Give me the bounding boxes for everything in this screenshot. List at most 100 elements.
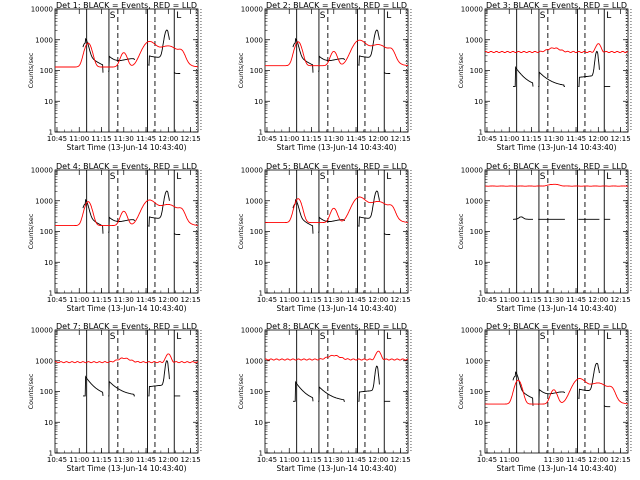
y-tick-label: 100	[250, 388, 263, 396]
x-tick-label: 10:45	[257, 135, 277, 143]
x-tick-label: 11:00	[279, 135, 299, 143]
y-tick-label: 100	[40, 388, 53, 396]
x-tick-label: 12:15	[610, 296, 630, 304]
marker-L: L	[176, 332, 181, 342]
x-tick-label: 11:15	[521, 135, 541, 143]
x-axis-label: Start Time (13-Jun-14 10:43:40)	[67, 143, 187, 152]
x-axis-label: Start Time (13-Jun-14 10:43:40)	[67, 304, 187, 313]
y-tick-label: 1	[479, 290, 483, 298]
plot-frame	[264, 169, 409, 294]
y-tick-label: 1	[259, 290, 263, 298]
series-line-black	[292, 29, 391, 74]
x-axis-label: Start Time (13-Jun-14 10:43:40)	[497, 304, 617, 313]
x-axis-label: Start Time (13-Jun-14 10:43:40)	[277, 304, 397, 313]
x-axis-label: Start Time (13-Jun-14 10:43:40)	[497, 464, 617, 473]
x-tick-label: 11:00	[69, 456, 89, 464]
x-tick-label: 11:30	[114, 135, 134, 143]
x-tick-label: 12:15	[180, 135, 200, 143]
marker-L: L	[606, 332, 611, 342]
x-tick-label: 11:30	[544, 296, 564, 304]
marker-S: S	[110, 172, 116, 182]
x-tick-label: 10:45	[257, 296, 277, 304]
marker-S: S	[110, 11, 116, 21]
panel-title: Det 7: BLACK = Events, RED = LLD	[56, 322, 197, 331]
x-tick-label: 12:15	[180, 296, 200, 304]
series-line-red	[265, 196, 409, 224]
x-tick-label: 12:00	[588, 296, 608, 304]
plot-frame	[264, 329, 409, 454]
x-tick-label: 11:00	[499, 456, 519, 464]
marker-L: L	[386, 11, 391, 21]
marker-L: L	[606, 172, 611, 182]
plot-frame	[54, 169, 199, 294]
y-tick-label: 1000	[245, 357, 263, 365]
y-tick-label: 100	[470, 67, 483, 75]
marker-L: L	[176, 11, 181, 21]
y-tick-label: 10	[474, 419, 483, 427]
x-tick-label: 10:45	[47, 456, 67, 464]
x-tick-label: 11:45	[346, 296, 366, 304]
y-tick-label: 100	[40, 67, 53, 75]
x-tick-label: 11:15	[91, 135, 111, 143]
y-tick-label: 1000	[465, 36, 483, 44]
y-tick-label: 1	[49, 129, 53, 137]
x-tick-label: 12:15	[180, 456, 200, 464]
x-tick-label: 11:00	[69, 135, 89, 143]
plot-frame	[54, 329, 199, 454]
x-tick-label: 11:45	[136, 296, 156, 304]
marker-L: L	[176, 172, 181, 182]
y-axis-label: Counts/sec	[457, 52, 465, 88]
y-tick-label: 1000	[465, 197, 483, 205]
x-tick-label: 11:00	[499, 296, 519, 304]
marker-L: L	[386, 332, 391, 342]
chart-panel-3: Det 3: BLACK = Events, RED = LLD 1 10 100 10…	[457, 1, 632, 152]
x-tick-label: 10:45	[477, 456, 497, 464]
y-axis-label: Counts/sec	[237, 52, 245, 88]
x-tick-label: 10:45	[477, 135, 497, 143]
y-tick-label: 10	[44, 98, 53, 106]
chart-panel-4: Det 4: BLACK = Events, RED = LLD 1 10 100 10…	[27, 162, 202, 313]
series-line-red	[55, 40, 198, 68]
series-line-red	[54, 353, 199, 364]
marker-S: S	[320, 332, 326, 342]
y-axis-label: Counts/sec	[27, 373, 35, 409]
y-tick-label: 10	[474, 259, 483, 267]
y-tick-label: 10	[254, 259, 263, 267]
y-tick-label: 10	[254, 98, 263, 106]
series-line-red	[55, 199, 199, 227]
plot-frame	[484, 329, 629, 454]
y-tick-label: 1000	[35, 197, 53, 205]
panel-title: Det 9: BLACK = Events, RED = LLD	[486, 322, 627, 331]
y-tick-label: 1	[259, 129, 263, 137]
plot-frame	[54, 8, 199, 133]
chart-panel-6: Det 6: BLACK = Events, RED = LLD 1 10 100 10…	[457, 162, 632, 313]
series-line-black	[293, 365, 391, 402]
y-tick-label: 1000	[245, 36, 263, 44]
y-tick-label: 10000	[31, 6, 53, 14]
y-axis-label: Counts/sec	[237, 373, 245, 409]
x-axis-label: Start Time (13-Jun-14 10:43:40)	[67, 464, 187, 473]
x-tick-label: 11:45	[566, 456, 586, 464]
x-tick-label: 11:30	[324, 456, 344, 464]
y-tick-label: 1000	[245, 197, 263, 205]
chart-panel-9: Det 9: BLACK = Events, RED = LLD 1 10 100 10…	[457, 322, 632, 473]
series-line-black	[513, 50, 611, 88]
y-axis-label: Counts/sec	[27, 52, 35, 88]
marker-L: L	[386, 172, 391, 182]
x-axis-label: Start Time (13-Jun-14 10:43:40)	[497, 143, 617, 152]
x-tick-label: 12:15	[390, 135, 410, 143]
x-tick-label: 11:30	[114, 456, 134, 464]
y-tick-label: 1	[479, 129, 483, 137]
y-tick-label: 1	[259, 450, 263, 458]
x-tick-label: 12:00	[588, 456, 608, 464]
series-line-black	[513, 216, 611, 220]
marker-S: S	[320, 172, 326, 182]
y-tick-label: 1000	[35, 357, 53, 365]
x-tick-label: 11:15	[91, 456, 111, 464]
y-tick-label: 1	[49, 290, 53, 298]
chart-panel-2: Det 2: BLACK = Events, RED = LLD 1 10 100 10…	[237, 1, 412, 152]
x-tick-label: 12:00	[158, 456, 178, 464]
panel-title: Det 1: BLACK = Events, RED = LLD	[56, 1, 197, 10]
plot-frame	[264, 8, 409, 133]
y-tick-label: 1	[479, 450, 483, 458]
